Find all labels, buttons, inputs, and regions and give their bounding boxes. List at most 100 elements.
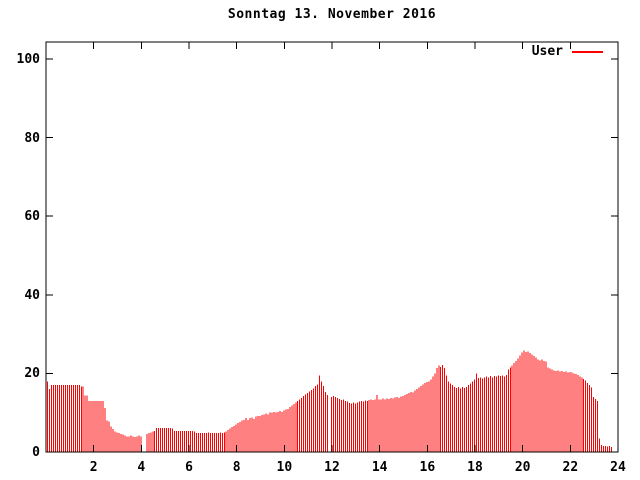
bar bbox=[72, 385, 74, 452]
bar bbox=[305, 394, 307, 452]
x-tick-label: 22 bbox=[562, 460, 579, 475]
bar bbox=[108, 421, 110, 452]
bar bbox=[422, 384, 424, 452]
bar bbox=[217, 433, 219, 452]
bar bbox=[595, 398, 597, 452]
bar bbox=[188, 430, 189, 452]
bar bbox=[180, 430, 182, 452]
bar bbox=[309, 391, 311, 452]
bar bbox=[535, 357, 537, 452]
bar bbox=[215, 433, 217, 452]
bar bbox=[499, 376, 501, 452]
bar bbox=[319, 375, 321, 453]
bar bbox=[168, 428, 170, 452]
bar bbox=[483, 377, 485, 452]
bar bbox=[245, 418, 247, 452]
bar bbox=[112, 429, 114, 452]
bar bbox=[543, 360, 545, 452]
bar bbox=[154, 430, 156, 452]
bar bbox=[60, 385, 62, 452]
bar bbox=[497, 375, 499, 453]
bar bbox=[374, 399, 376, 452]
bar bbox=[162, 428, 164, 452]
bar bbox=[66, 385, 68, 452]
bar bbox=[599, 438, 601, 453]
bar bbox=[585, 380, 587, 452]
bar bbox=[164, 428, 166, 452]
bar bbox=[327, 395, 329, 452]
bar bbox=[370, 399, 372, 452]
bar bbox=[293, 404, 295, 452]
bar bbox=[285, 409, 287, 452]
bar bbox=[378, 399, 380, 452]
bar bbox=[307, 393, 309, 452]
bar bbox=[52, 385, 54, 452]
bar bbox=[545, 361, 547, 452]
x-tick-label: 6 bbox=[185, 460, 193, 475]
x-tick-label: 2 bbox=[89, 460, 98, 475]
y-tick-label: 100 bbox=[16, 52, 40, 67]
bar bbox=[225, 431, 227, 452]
bar bbox=[239, 422, 241, 452]
bar bbox=[511, 365, 513, 452]
bar bbox=[573, 373, 575, 452]
bar bbox=[102, 400, 104, 452]
bar bbox=[227, 429, 229, 452]
bar bbox=[607, 446, 609, 452]
bar bbox=[348, 402, 350, 453]
bar bbox=[360, 400, 362, 452]
y-tick-label: 0 bbox=[32, 445, 40, 460]
bar bbox=[255, 416, 257, 452]
bar bbox=[495, 376, 497, 452]
bar bbox=[334, 396, 336, 452]
bar bbox=[458, 386, 460, 452]
bar bbox=[114, 431, 116, 452]
bar bbox=[446, 375, 448, 453]
bar bbox=[581, 377, 583, 452]
bar bbox=[567, 372, 569, 452]
bar bbox=[450, 383, 452, 452]
bar bbox=[611, 446, 613, 452]
bar bbox=[201, 433, 203, 452]
bar bbox=[106, 420, 108, 452]
bar bbox=[138, 435, 140, 452]
x-tick-label: 20 bbox=[514, 460, 531, 475]
bar bbox=[90, 400, 92, 452]
bar bbox=[271, 412, 273, 452]
bar bbox=[299, 399, 301, 452]
bar bbox=[350, 403, 352, 452]
bar bbox=[601, 444, 603, 452]
bar bbox=[325, 391, 327, 452]
y-tick-label: 80 bbox=[24, 130, 40, 146]
bar bbox=[203, 433, 205, 452]
bar bbox=[237, 422, 239, 452]
bar bbox=[477, 378, 479, 452]
bar bbox=[597, 400, 599, 452]
bar bbox=[460, 388, 462, 452]
bar bbox=[342, 399, 344, 452]
bar bbox=[84, 395, 86, 452]
bar bbox=[436, 367, 438, 452]
bar bbox=[589, 385, 591, 452]
bar bbox=[323, 385, 325, 452]
bar bbox=[88, 400, 90, 452]
bar bbox=[235, 424, 237, 452]
bar bbox=[156, 428, 158, 452]
bar bbox=[515, 360, 517, 452]
bar bbox=[390, 397, 392, 452]
bar bbox=[541, 359, 543, 452]
bar bbox=[533, 356, 535, 452]
bar bbox=[396, 396, 398, 452]
bar bbox=[408, 393, 410, 452]
bar bbox=[160, 428, 162, 452]
bar bbox=[549, 368, 551, 452]
x-tick-label: 8 bbox=[232, 460, 241, 475]
bar bbox=[273, 411, 275, 452]
bar bbox=[233, 426, 235, 452]
bar bbox=[452, 385, 454, 452]
bar bbox=[587, 382, 589, 452]
bar bbox=[501, 375, 503, 453]
bar bbox=[287, 408, 289, 452]
bar bbox=[251, 417, 253, 452]
